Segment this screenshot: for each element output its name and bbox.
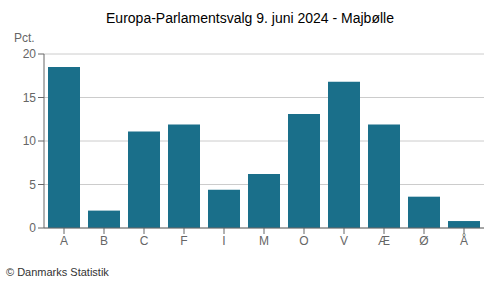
svg-text:Æ: Æ bbox=[378, 234, 390, 248]
svg-text:M: M bbox=[259, 234, 269, 248]
svg-text:0: 0 bbox=[29, 221, 36, 235]
svg-text:5: 5 bbox=[29, 178, 36, 192]
svg-text:F: F bbox=[180, 234, 187, 248]
html-text:Pct.: Pct. bbox=[14, 31, 35, 45]
svg-text:10: 10 bbox=[23, 134, 37, 148]
svg-text:I: I bbox=[222, 234, 225, 248]
svg-text:C: C bbox=[140, 234, 149, 248]
html-text:© Danmarks Statistik: © Danmarks Statistik bbox=[6, 266, 109, 278]
svg-text:V: V bbox=[340, 234, 348, 248]
svg-text:O: O bbox=[299, 234, 308, 248]
svg-text:B: B bbox=[100, 234, 108, 248]
svg-text:15: 15 bbox=[23, 91, 37, 105]
svg-text:Ø: Ø bbox=[419, 234, 428, 248]
svg-text:Å: Å bbox=[460, 233, 468, 248]
svg-text:A: A bbox=[60, 234, 68, 248]
svg-text:20: 20 bbox=[23, 47, 37, 61]
html-text:Europa-Parlamentsvalg 9. juni: Europa-Parlamentsvalg 9. juni 2024 - Maj… bbox=[106, 10, 394, 26]
